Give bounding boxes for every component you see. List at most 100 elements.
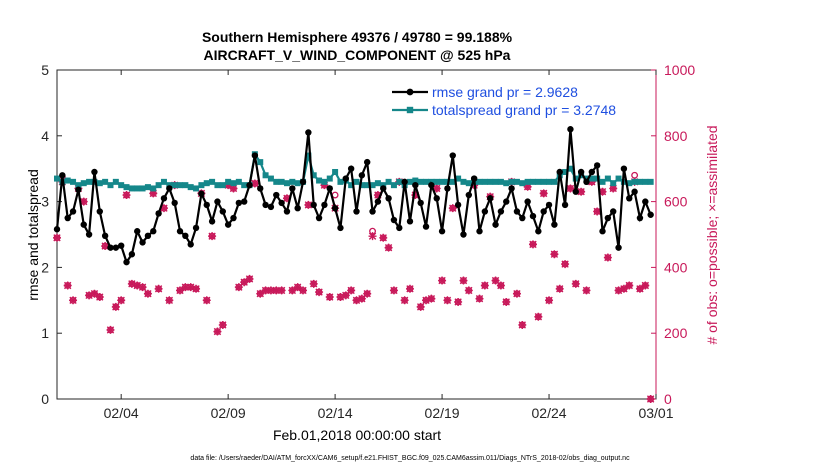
assimilated-point bbox=[299, 286, 308, 295]
totalspread-point bbox=[155, 182, 162, 189]
assimilated-point bbox=[405, 284, 414, 293]
rmse-point bbox=[198, 190, 205, 197]
totalspread-point bbox=[337, 178, 344, 185]
rmse-point bbox=[508, 185, 515, 192]
rmse-point bbox=[444, 185, 451, 192]
totalspread-point bbox=[144, 184, 151, 191]
y-axis-label-right: # of obs: o=possible; ×=assimilated bbox=[704, 125, 720, 344]
rmse-point bbox=[91, 168, 98, 176]
totalspread-point bbox=[86, 178, 93, 185]
assimilated-point bbox=[111, 302, 120, 311]
assimilated-point bbox=[614, 286, 623, 295]
assimilated-point bbox=[416, 302, 425, 311]
rmse-point bbox=[69, 208, 77, 215]
totalspread-point bbox=[465, 180, 472, 187]
totalspread-point bbox=[374, 180, 381, 187]
totalspread-point bbox=[503, 180, 510, 187]
assimilated-point bbox=[53, 233, 61, 242]
totalspread-point bbox=[588, 175, 595, 182]
y-right-tick-label: 400 bbox=[664, 259, 688, 275]
assimilated-point bbox=[464, 286, 473, 295]
rmse-point bbox=[503, 198, 510, 205]
assimilated-point bbox=[293, 283, 302, 292]
totalspread-point bbox=[615, 175, 622, 182]
rmse-point bbox=[240, 198, 248, 205]
totalspread-point bbox=[423, 178, 430, 185]
assimilated-point bbox=[138, 283, 147, 292]
rmse-point bbox=[246, 181, 253, 189]
rmse-point bbox=[380, 185, 387, 192]
y-right-tick-label: 600 bbox=[664, 194, 688, 210]
assimilated-point bbox=[438, 276, 447, 285]
assimilated-point bbox=[309, 279, 318, 288]
assimilated-point bbox=[95, 293, 104, 302]
rmse-point bbox=[454, 201, 462, 209]
possible-point bbox=[631, 171, 639, 179]
totalspread-point bbox=[166, 182, 173, 189]
rmse-point bbox=[449, 152, 456, 159]
totalspread-point bbox=[428, 178, 435, 185]
totalspread-point bbox=[390, 182, 397, 189]
totalspread-point bbox=[487, 178, 494, 185]
rmse-point bbox=[192, 224, 200, 232]
rmse-point bbox=[224, 221, 232, 228]
rmse-point bbox=[422, 223, 430, 230]
totalspread-point bbox=[599, 178, 606, 185]
rmse-point bbox=[117, 242, 125, 249]
totalspread-point bbox=[187, 184, 194, 191]
x-tick-label: 02/19 bbox=[425, 405, 460, 421]
assimilated-point bbox=[603, 253, 612, 262]
assimilated-point bbox=[635, 284, 644, 293]
totalspread-point bbox=[497, 178, 504, 185]
totalspread-point bbox=[380, 182, 387, 189]
rmse-point bbox=[326, 185, 333, 192]
assimilated-point bbox=[69, 296, 78, 305]
legend-spread-label: totalspread grand pr = 3.2748 bbox=[432, 102, 616, 118]
rmse-point bbox=[337, 224, 344, 232]
rmse-point bbox=[476, 228, 483, 235]
totalspread-point bbox=[433, 178, 440, 185]
totalspread-point bbox=[636, 178, 643, 185]
assimilated-point bbox=[566, 184, 575, 193]
rmse-point bbox=[535, 228, 542, 235]
totalspread-point bbox=[529, 178, 536, 185]
assimilated-point bbox=[85, 291, 94, 300]
assimilated-point bbox=[149, 189, 158, 198]
totalspread-point bbox=[273, 178, 280, 185]
assimilated-point bbox=[90, 289, 99, 298]
assimilated-point bbox=[325, 293, 334, 302]
totalspread-point bbox=[80, 180, 87, 187]
totalspread-point bbox=[455, 175, 462, 182]
assimilated-point bbox=[154, 284, 163, 293]
totalspread-point bbox=[647, 178, 654, 185]
rmse-point bbox=[208, 218, 216, 225]
rmse-point bbox=[593, 162, 601, 169]
totalspread-point bbox=[171, 182, 178, 189]
assimilated-point bbox=[528, 240, 537, 249]
totalspread-point bbox=[396, 178, 403, 185]
rmse-point bbox=[101, 232, 109, 240]
assimilated-point bbox=[368, 232, 377, 241]
rmse-point bbox=[572, 188, 579, 195]
totalspread-point bbox=[626, 180, 633, 187]
rmse-point bbox=[150, 228, 157, 235]
assimilated-point bbox=[218, 320, 227, 329]
assimilated-point bbox=[176, 286, 185, 295]
assimilated-point bbox=[341, 291, 350, 300]
rmse-point bbox=[251, 152, 259, 159]
rmse-point bbox=[289, 185, 296, 192]
assimilated-point bbox=[432, 184, 441, 193]
rmse-point bbox=[438, 228, 446, 235]
assimilated-point bbox=[347, 286, 356, 295]
assimilated-point bbox=[315, 288, 324, 297]
rmse-point bbox=[604, 214, 612, 222]
assimilated-point bbox=[373, 191, 382, 200]
rmse-point bbox=[166, 185, 173, 192]
rmse-point bbox=[267, 203, 275, 211]
rmse-point bbox=[112, 244, 120, 251]
totalspread-point bbox=[519, 180, 526, 187]
assimilated-point bbox=[422, 296, 431, 305]
rmse-point bbox=[187, 241, 194, 248]
assimilated-point bbox=[539, 189, 548, 198]
rmse-point bbox=[577, 168, 585, 176]
